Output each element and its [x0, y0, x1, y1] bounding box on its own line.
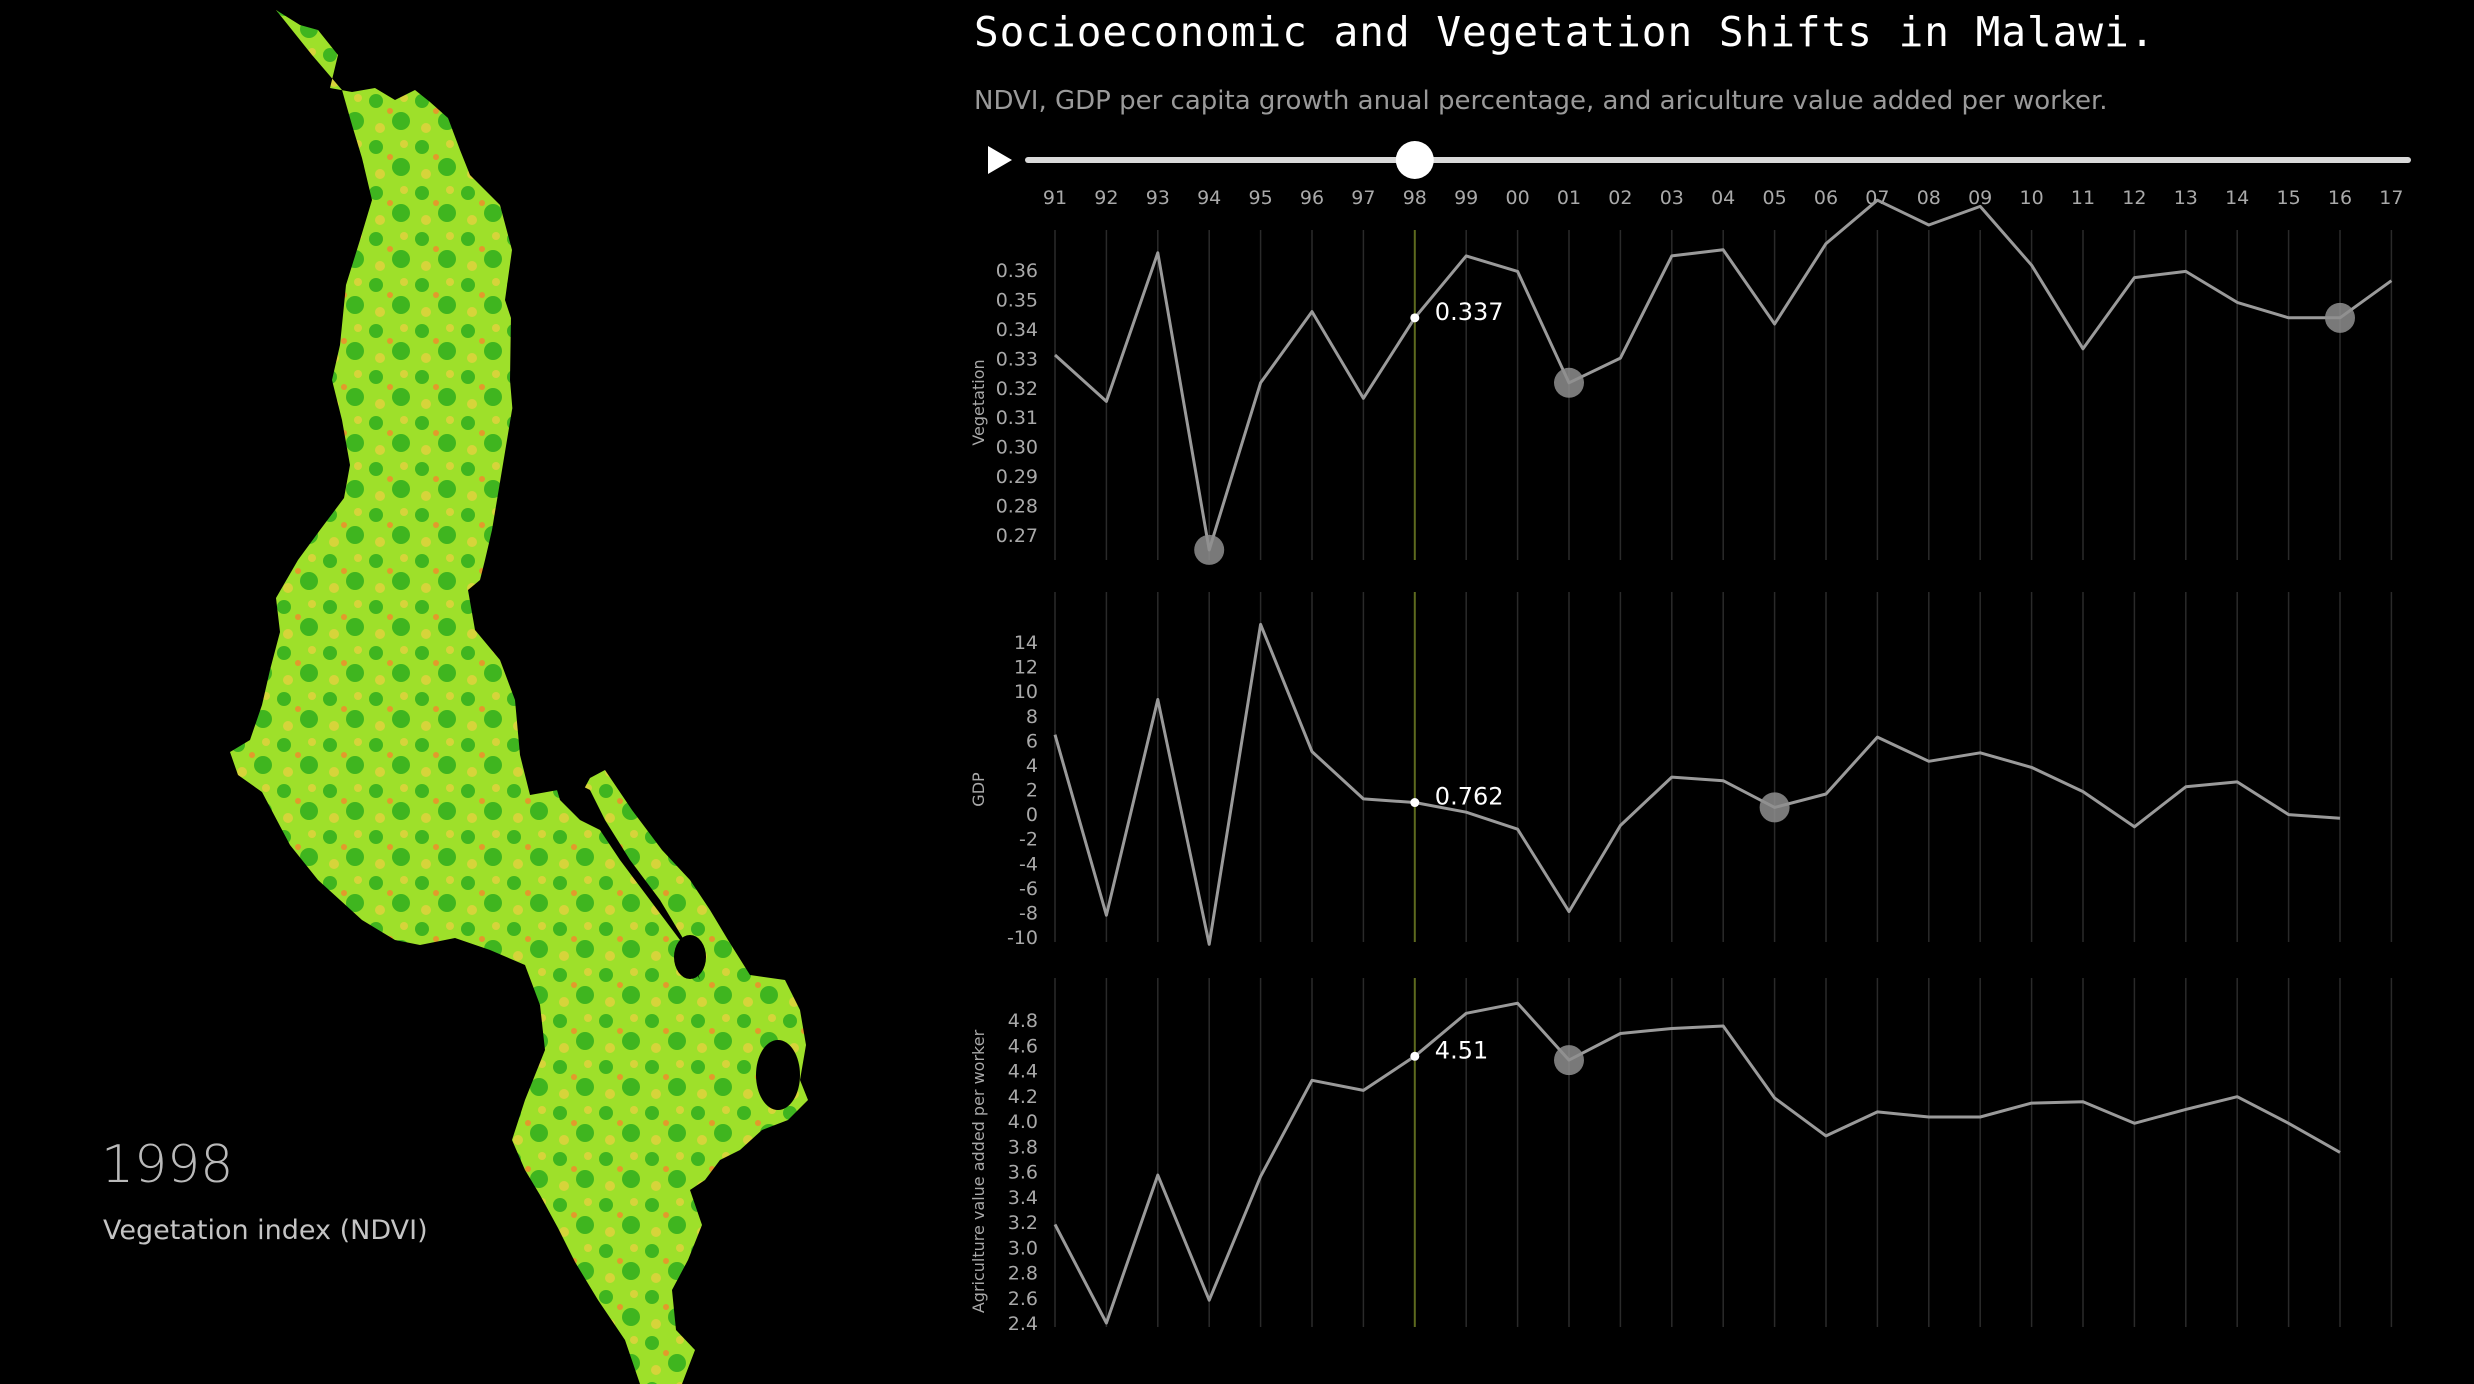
year-tick-label: 99	[1454, 187, 1478, 209]
year-tick-label: 13	[2174, 187, 2198, 209]
year-tick-label: 96	[1300, 187, 1324, 209]
timeline-handle[interactable]	[1395, 141, 1434, 179]
y-tick-label: 0.31	[996, 407, 1038, 429]
map-caption: Vegetation index (NDVI)	[103, 1215, 428, 1246]
highlight-marker	[1554, 1045, 1584, 1076]
year-tick-label: 97	[1351, 187, 1375, 209]
y-tick-label: 2.8	[1008, 1263, 1038, 1285]
highlight-marker	[2325, 302, 2355, 333]
year-tick-label: 04	[1711, 187, 1735, 209]
year-tick-label: 12	[2122, 187, 2146, 209]
highlight-marker	[1194, 534, 1225, 565]
y-tick-label: -4	[1019, 853, 1038, 875]
series-line	[1053, 1001, 2341, 1325]
lake-malawi-shape	[510, 250, 700, 980]
y-tick-label: 0.29	[996, 466, 1038, 488]
y-tick-label: 14	[1014, 632, 1038, 654]
y-tick-label: 0.34	[996, 319, 1038, 341]
y-tick-label: 2.6	[1008, 1288, 1038, 1310]
year-tick-label: 06	[1814, 187, 1838, 209]
year-tick-label: 10	[2020, 187, 2044, 209]
year-tick-label: 08	[1917, 187, 1941, 209]
y-tick-label: 4.4	[1008, 1061, 1038, 1083]
selected-point	[1410, 1051, 1420, 1061]
y-tick-label: 0.36	[996, 260, 1038, 282]
timeline-controls	[988, 141, 2411, 179]
year-tick-label: 01	[1557, 187, 1581, 209]
year-tick-label: 91	[1043, 187, 1067, 209]
year-tick-label: 95	[1249, 187, 1273, 209]
y-tick-label: 3.6	[1008, 1162, 1038, 1184]
y-tick-label: 0.28	[996, 496, 1038, 518]
selected-value-label: 0.337	[1435, 298, 1504, 326]
lake-chilwa-shape	[756, 1040, 800, 1110]
y-tick-label: 3.4	[1008, 1187, 1038, 1209]
selected-value-label: 4.51	[1435, 1036, 1488, 1064]
y-tick-label: 4.2	[1008, 1086, 1038, 1108]
y-tick-label: 4.8	[1008, 1010, 1038, 1032]
selected-point	[1410, 798, 1420, 808]
y-tick-label: -6	[1019, 878, 1038, 900]
year-tick-label: 00	[1506, 187, 1530, 209]
page-subtitle: NDVI, GDP per capita growth anual percen…	[974, 86, 2108, 116]
year-axis: 91 92 93 94 95 96 97 98 99 00 01 02 03 04 05 06 07 08 09 10…	[1043, 187, 2404, 209]
y-tick-label: 12	[1014, 657, 1038, 679]
y-tick-label: 6	[1026, 730, 1038, 752]
y-tick-label: 0.30	[996, 437, 1038, 459]
play-icon[interactable]	[988, 146, 1012, 174]
page-title: Socioeconomic and Vegetation Shifts in M…	[974, 8, 2156, 56]
y-tick-label: 0.32	[996, 378, 1038, 400]
year-tick-label: 02	[1608, 187, 1632, 209]
year-tick-label: 05	[1763, 187, 1787, 209]
y-tick-label: 3.8	[1008, 1136, 1038, 1158]
y-tick-label: 3.2	[1008, 1212, 1038, 1234]
selected-value-label: 0.762	[1435, 783, 1504, 811]
y-tick-label: 10	[1014, 681, 1038, 703]
malawi-ndvi-map	[230, 10, 808, 1384]
y-tick-label: 0.35	[996, 289, 1038, 311]
y-tick-label: 0.27	[996, 525, 1038, 547]
y-tick-label: 4	[1026, 755, 1038, 777]
y-tick-label: 4.0	[1008, 1111, 1038, 1133]
y-axis-title: Vegetation	[969, 359, 988, 445]
year-tick-label: 15	[2277, 187, 2301, 209]
year-tick-label: 93	[1146, 187, 1170, 209]
y-axis-title: Agriculture value added per worker	[969, 1029, 988, 1313]
y-tick-label: 2.4	[1008, 1313, 1038, 1335]
lake-malombe-shape	[674, 935, 706, 979]
y-tick-label: 4.6	[1008, 1035, 1038, 1057]
charts-svg: 91 92 93 94 95 96 97 98 99 00 01 02 03 04 05 06 07 08 09 10…	[969, 141, 2411, 1335]
map-year-label: 1998	[101, 1135, 234, 1195]
y-tick-label: -2	[1019, 829, 1038, 851]
y-tick-label: 2	[1026, 780, 1038, 802]
y-tick-label: 8	[1026, 706, 1038, 728]
series-line	[1053, 198, 2393, 552]
y-tick-label: 3.0	[1008, 1237, 1038, 1259]
year-tick-label: 11	[2071, 187, 2095, 209]
highlight-marker	[1554, 367, 1584, 398]
year-tick-label: 17	[2379, 187, 2403, 209]
selected-point	[1410, 313, 1420, 323]
year-tick-label: 94	[1197, 187, 1221, 209]
y-tick-label: 0.33	[996, 348, 1038, 370]
ndvi-map-panel: 1998 Vegetation index (NDVI)	[0, 0, 900, 1384]
highlight-marker	[1759, 792, 1790, 823]
year-gridlines	[1054, 230, 2393, 1327]
year-tick-label: 09	[1968, 187, 1992, 209]
year-tick-label: 03	[1660, 187, 1684, 209]
year-tick-label: 98	[1403, 187, 1427, 209]
y-axis-title: GDP	[969, 772, 988, 807]
agriculture-chart: 4.8 4.6 4.4 4.2 4.0 3.8 3.6 3.4 3.2 3.0 2.8 2.6 2.4 A…	[969, 1001, 2341, 1335]
series-line	[1053, 622, 2341, 946]
vegetation-chart: 0.36 0.35 0.34 0.33 0.32 0.31 0.30 0.29 0.28 0.27…	[969, 198, 2393, 565]
year-tick-label: 14	[2225, 187, 2249, 209]
malawi-shape	[230, 10, 808, 1384]
y-tick-label: 0	[1026, 804, 1038, 826]
year-tick-label: 92	[1094, 187, 1118, 209]
year-tick-label: 16	[2328, 187, 2352, 209]
y-tick-label: -8	[1019, 902, 1038, 924]
y-tick-label: -10	[1007, 927, 1038, 949]
